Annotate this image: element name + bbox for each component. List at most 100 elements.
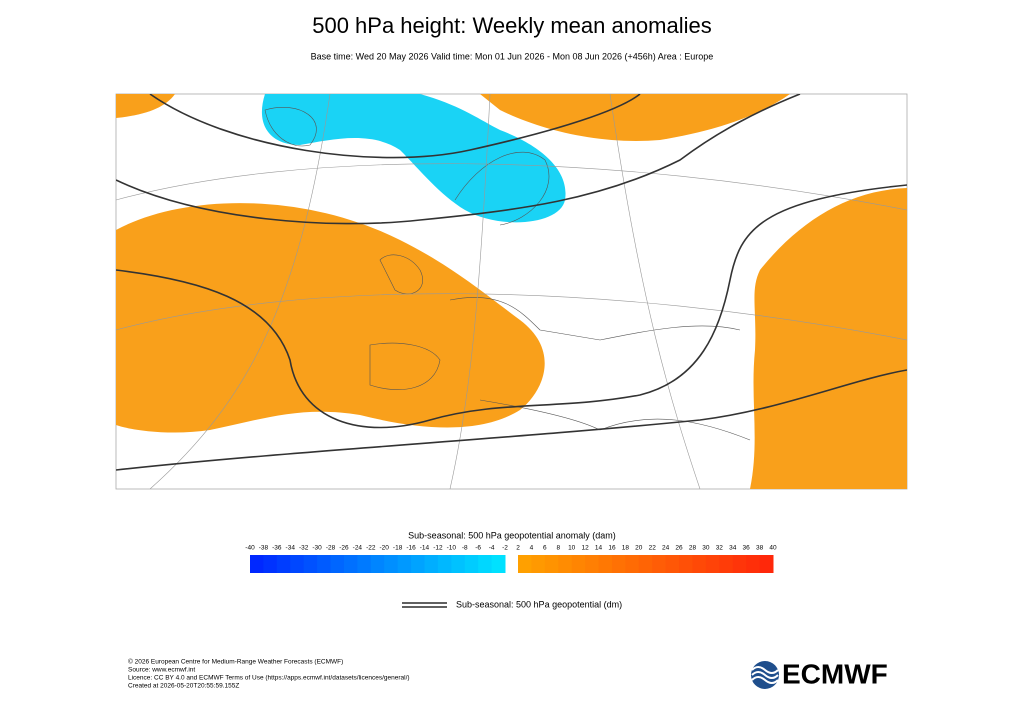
colorbar-cell: [746, 555, 761, 573]
footer: © 2026 European Centre for Medium-Range …: [128, 658, 410, 690]
colorbar-tick-label: -22: [366, 545, 376, 552]
footer-line: Source: www.ecmwf.int: [128, 667, 195, 674]
colorbar-tick-label: 16: [608, 545, 616, 552]
coastlines: [264, 107, 751, 441]
colorbar-tick-label: -6: [475, 545, 481, 552]
colorbar-cell: [652, 555, 667, 573]
logo-text: ECMWF: [782, 658, 888, 689]
colorbar-cell: [759, 555, 774, 573]
colorbar-cell: [317, 555, 332, 573]
colorbar-cell: [451, 555, 466, 573]
colorbar-tick-label: -26: [339, 545, 349, 552]
colorbar-tick-label: 36: [743, 545, 751, 552]
colorbar-cell: [544, 555, 559, 573]
colorbar-cell: [437, 555, 452, 573]
colorbar-tick-label: -32: [299, 545, 309, 552]
colorbar-cell: [518, 555, 532, 573]
colorbar-cell: [732, 555, 747, 573]
colorbar-tick-label: 18: [622, 545, 630, 552]
colorbar-cell: [585, 555, 600, 573]
colorbar-label: Sub-seasonal: 500 hPa geopotential anoma…: [408, 530, 616, 540]
colorbar-tick-label: -34: [286, 545, 296, 552]
colorbar-tick-label: -30: [312, 545, 322, 552]
positive-anomaly: [480, 94, 790, 141]
title: 500 hPa height: Weekly mean anomalies: [312, 13, 712, 38]
colorbar-tick-label: -18: [393, 545, 403, 552]
colorbar-tick-label: 40: [769, 545, 777, 552]
map: [115, 93, 908, 490]
colorbar-tick-label: 10: [568, 545, 576, 552]
colorbar-tick-label: -12: [433, 545, 443, 552]
colorbar-cell: [665, 555, 680, 573]
colorbar-tick-label: -20: [380, 545, 390, 552]
colorbar-cell: [719, 555, 734, 573]
colorbar-tick-label: 4: [530, 545, 534, 552]
positive-anomaly: [750, 188, 907, 489]
colorbar-cell: [330, 555, 345, 573]
colorbar-tick-label: 22: [649, 545, 657, 552]
colorbar-tick-label: 28: [689, 545, 697, 552]
colorbar-tick-label: -2: [502, 545, 508, 552]
colorbar-cell: [357, 555, 372, 573]
colorbar-cell: [370, 555, 385, 573]
colorbar-tick-label: 32: [716, 545, 724, 552]
colorbar-cell: [478, 555, 493, 573]
colorbar-tick-label: 38: [756, 545, 764, 552]
colorbar-cell: [679, 555, 693, 573]
footer-line: © 2026 European Centre for Medium-Range …: [128, 658, 343, 666]
colorbar-cell: [705, 555, 720, 573]
colorbar-tick-label: -36: [272, 545, 282, 552]
colorbar-tick-label: 2: [516, 545, 520, 552]
footer-line: Created at 2026-05-20T20:55:59.155Z: [128, 683, 239, 690]
colorbar-cell: [343, 555, 358, 573]
colorbar-cell: [397, 555, 412, 573]
colorbar-tick-label: -10: [447, 545, 457, 552]
colorbar-tick-label: -38: [259, 545, 269, 552]
colorbar-cell: [531, 555, 546, 573]
colorbar-cell: [384, 555, 399, 573]
colorbar-cell: [625, 555, 640, 573]
colorbar-cell: [598, 555, 613, 573]
colorbar-tick-label: 34: [729, 545, 737, 552]
geopotential-contour: [116, 94, 907, 471]
colorbar-cell: [491, 555, 506, 573]
colorbar-cell: [250, 555, 264, 573]
colorbar-cell: [276, 555, 291, 573]
colorbar-tick-label: -8: [462, 545, 468, 552]
colorbar-tick-label: -16: [406, 545, 416, 552]
colorbar-tick-label: 24: [662, 545, 670, 552]
logo: ECMWF: [751, 658, 888, 689]
colorbar-cell: [558, 555, 573, 573]
colorbar-tick-label: -24: [353, 545, 363, 552]
colorbar-cell: [263, 555, 278, 573]
footer-line: Licence: CC BY 4.0 and ECMWF Terms of Us…: [128, 675, 410, 682]
colorbar-tick-label: 8: [556, 545, 560, 552]
colorbar-cell: [638, 555, 653, 573]
colorbar-cell: [611, 555, 626, 573]
colorbar-cell: [303, 555, 318, 573]
colorbar-tick-label: -4: [489, 545, 495, 552]
colorbar-tick-label: 26: [675, 545, 683, 552]
colorbar-cell: [290, 555, 305, 573]
colorbar-tick-label: -28: [326, 545, 336, 552]
colorbar-tick-label: 14: [595, 545, 603, 552]
legend-label: Sub-seasonal: 500 hPa geopotential (dm): [456, 599, 622, 609]
colorbar-tick-label: 30: [702, 545, 710, 552]
colorbar-cell: [692, 555, 707, 573]
negative-anomaly: [261, 94, 566, 223]
colorbar-tick-label: -14: [420, 545, 430, 552]
colorbar-tick-label: -40: [245, 545, 255, 552]
colorbar: -40 -38 -36 -34 -32 -30 -28 -26 -24 -22 -20 -18 -16-…: [245, 545, 777, 573]
logo-waves: [751, 666, 779, 684]
colorbar-tick-label: 20: [635, 545, 643, 552]
subtitle: Base time: Wed 20 May 2026 Valid time: M…: [311, 51, 714, 61]
positive-anomaly: [116, 203, 545, 433]
colorbar-cell: [464, 555, 479, 573]
colorbar-cell: [411, 555, 425, 573]
colorbar-tick-label: 12: [581, 545, 589, 552]
graticule: [116, 94, 907, 489]
colorbar-cell: [571, 555, 586, 573]
colorbar-tick-label: 6: [543, 545, 547, 552]
colorbar-cell: [424, 555, 439, 573]
